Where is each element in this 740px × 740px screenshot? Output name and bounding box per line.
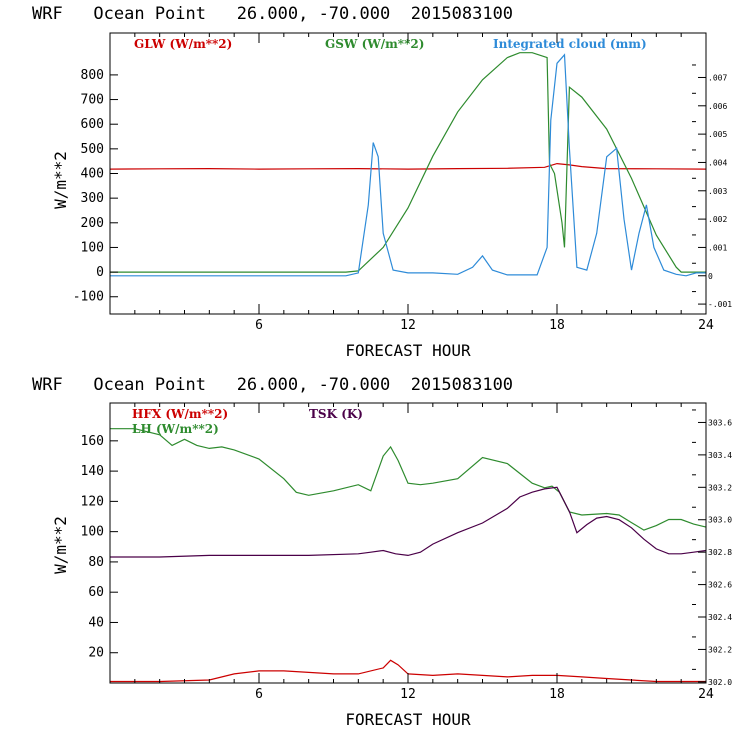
right-tick-label: 302.2 <box>708 645 732 654</box>
y-tick-label: 400 <box>81 167 104 182</box>
series-line-lh <box>110 428 707 531</box>
x-tick-label: 18 <box>549 318 565 333</box>
axis-ticks: 6 12 18 24 20 40 60 80 100 120 140 160 302.0 302.2 302… <box>81 403 732 702</box>
right-tick-label: 303.4 <box>708 451 732 460</box>
right-tick-label: 302.4 <box>708 613 732 622</box>
y-tick-label: 60 <box>88 585 104 600</box>
right-tick-label: 302.6 <box>708 581 732 590</box>
y-tick-label: 0 <box>96 265 104 280</box>
y-tick-label: 120 <box>81 494 104 509</box>
chart-bottom: WRF Ocean Point 26.000, -70.000 20150831… <box>32 375 732 729</box>
right-tick-label: .003 <box>708 187 727 196</box>
y-axis-label: W/m**2 <box>51 151 70 209</box>
chart-title: WRF Ocean Point 26.000, -70.000 20150831… <box>32 375 513 395</box>
right-tick-label: 303.6 <box>708 418 732 427</box>
y-tick-label: 700 <box>81 93 104 108</box>
x-tick-label: 24 <box>698 318 714 333</box>
x-tick-label: 12 <box>400 318 416 333</box>
y-tick-label: 160 <box>81 434 104 449</box>
legend-cloud: Integrated cloud (mm) <box>493 37 647 51</box>
plot-frame <box>109 402 707 684</box>
x-axis-label: FORECAST HOUR <box>345 341 471 360</box>
right-tick-label: 302.0 <box>708 678 732 687</box>
right-tick-label: .007 <box>708 73 727 82</box>
series-line-integrated <box>110 53 706 277</box>
y-tick-label: 80 <box>88 555 104 570</box>
y-tick-label: 200 <box>81 216 104 231</box>
legend-lh: LH (W/m**2) <box>132 422 219 436</box>
axis-ticks: 6 12 18 24 -100 0 100 200 300 400 500 600 700 800 -.00… <box>73 33 732 333</box>
x-axis-label: FORECAST HOUR <box>345 710 471 729</box>
y-tick-label: 20 <box>88 646 104 661</box>
y-tick-label: 100 <box>81 525 104 540</box>
series-line-gsw <box>110 52 706 273</box>
y-axis-label: W/m**2 <box>51 516 70 574</box>
right-tick-label: .002 <box>708 215 727 224</box>
plot-area <box>110 428 707 683</box>
y-tick-label: 100 <box>81 240 104 255</box>
right-tick-label: 303.0 <box>708 516 732 525</box>
y-tick-label: 500 <box>81 142 104 157</box>
x-tick-label: 6 <box>255 687 263 702</box>
legend-tsk: TSK (K) <box>309 407 363 421</box>
right-tick-label: .004 <box>708 158 727 167</box>
right-tick-label: 302.8 <box>708 548 732 557</box>
x-tick-label: 18 <box>549 687 565 702</box>
legend-gsw: GSW (W/m**2) <box>325 37 424 51</box>
y-tick-label: 800 <box>81 68 104 83</box>
legend-glw: GLW (W/m**2) <box>134 37 232 51</box>
y-tick-label: 40 <box>88 615 104 630</box>
y-tick-label: 140 <box>81 464 104 479</box>
series-line-glw <box>109 162 707 170</box>
y-tick-label: -100 <box>73 290 104 305</box>
x-tick-label: 24 <box>698 687 714 702</box>
right-tick-label: .006 <box>708 102 727 111</box>
x-tick-label: 12 <box>400 687 416 702</box>
chart-title: WRF Ocean Point 26.000, -70.000 20150831… <box>32 4 513 24</box>
x-tick-label: 6 <box>255 318 263 333</box>
plot-area <box>109 52 707 277</box>
right-tick-label: -.001 <box>708 300 732 309</box>
right-tick-label: .005 <box>708 130 727 139</box>
legend-hfx: HFX (W/m**2) <box>132 407 228 421</box>
right-tick-label: .001 <box>708 243 727 252</box>
y-tick-label: 600 <box>81 117 104 132</box>
y-tick-label: 300 <box>81 191 104 206</box>
right-tick-label: 0 <box>708 272 713 281</box>
series-line-tsk <box>110 486 707 558</box>
right-tick-label: 303.2 <box>708 483 732 492</box>
chart-top: WRF Ocean Point 26.000, -70.000 20150831… <box>32 4 732 360</box>
